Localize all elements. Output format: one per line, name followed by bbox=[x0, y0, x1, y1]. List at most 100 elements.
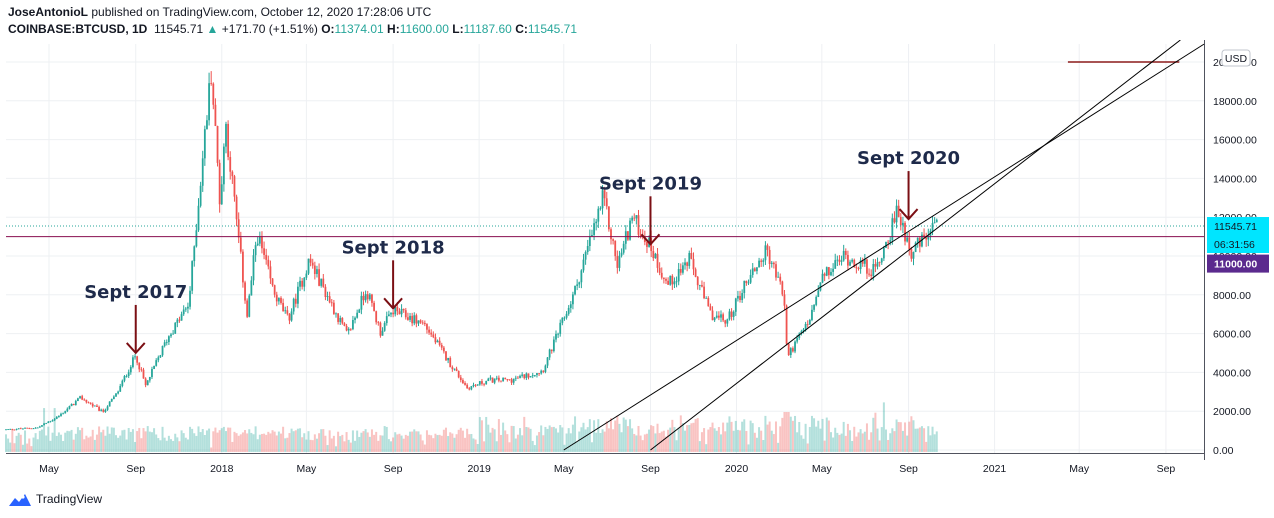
candle-body bbox=[125, 375, 128, 377]
candle-body bbox=[775, 264, 777, 278]
volume-bar bbox=[74, 433, 77, 452]
candle-body bbox=[840, 260, 843, 262]
candle-body bbox=[451, 367, 454, 370]
volume-bar bbox=[794, 415, 797, 452]
candle-body bbox=[49, 421, 52, 423]
currency-box bbox=[1221, 49, 1251, 67]
candle-body bbox=[375, 311, 378, 323]
volume-bar bbox=[825, 417, 828, 452]
volume-bar bbox=[563, 444, 566, 452]
volume-bar bbox=[849, 430, 852, 452]
symbol-name[interactable]: COINBASE:BTCUSD, 1D bbox=[8, 22, 148, 36]
volume-bar bbox=[36, 439, 39, 452]
candle-body bbox=[637, 215, 640, 235]
volume-bar bbox=[85, 435, 88, 452]
volume-bar bbox=[30, 446, 33, 452]
candle-body bbox=[313, 265, 316, 275]
volume-bar bbox=[789, 416, 792, 452]
candle-body bbox=[717, 315, 720, 318]
close-value: 11545.71 bbox=[527, 22, 578, 36]
volume-bar bbox=[576, 441, 579, 452]
candle-body bbox=[561, 317, 564, 323]
candle-body bbox=[502, 377, 505, 382]
volume-bar bbox=[586, 427, 589, 452]
volume-bar bbox=[554, 428, 557, 452]
volume-bar bbox=[203, 435, 206, 452]
annotation-label: Sept 2020 bbox=[857, 148, 960, 169]
candle-body bbox=[85, 399, 88, 403]
volume-bar bbox=[47, 426, 50, 452]
volume-bar bbox=[730, 421, 733, 452]
candle-body bbox=[96, 405, 98, 407]
candle-body bbox=[567, 307, 570, 314]
price-chart[interactable]: Sept 2017 Sept 2018 Sept 2019 Sept 2020 0.00… bbox=[0, 40, 1274, 488]
candle-body bbox=[620, 252, 623, 256]
volume-bar bbox=[356, 430, 359, 452]
author-name[interactable]: JoseAntonioL bbox=[8, 5, 88, 19]
volume-bar bbox=[208, 428, 211, 452]
candle-body bbox=[868, 273, 870, 275]
candle-body bbox=[662, 277, 665, 279]
volume-bar bbox=[157, 438, 160, 452]
volume-bar bbox=[453, 437, 456, 452]
volume-bar bbox=[385, 426, 388, 452]
volume-bar bbox=[432, 438, 435, 452]
volume-bar bbox=[155, 434, 158, 452]
candle-body bbox=[231, 171, 234, 177]
tradingview-branding[interactable]: TradingView bbox=[8, 491, 102, 507]
candle-body bbox=[24, 427, 26, 429]
candle-body bbox=[318, 269, 320, 286]
grid-lines bbox=[6, 44, 1204, 453]
volume-bar bbox=[870, 432, 873, 452]
candle-body bbox=[197, 205, 200, 231]
candle-body bbox=[104, 409, 107, 412]
volume-bar bbox=[853, 426, 856, 452]
candle-body bbox=[106, 406, 109, 410]
trend-channel bbox=[563, 40, 1205, 451]
candle-body bbox=[519, 375, 521, 378]
volume-bar bbox=[19, 434, 22, 452]
candle-body bbox=[849, 261, 851, 266]
candle-body bbox=[631, 217, 634, 221]
candle-body bbox=[588, 236, 591, 246]
candle-body bbox=[413, 315, 416, 324]
candle-body bbox=[383, 323, 386, 331]
volume-bar bbox=[861, 433, 864, 452]
candle-body bbox=[758, 260, 760, 268]
candle-body bbox=[360, 295, 363, 310]
candle-body bbox=[540, 370, 543, 374]
candle-body bbox=[527, 373, 530, 378]
candle-body bbox=[673, 281, 676, 285]
level-badge bbox=[1207, 254, 1269, 273]
volume-bar bbox=[764, 415, 767, 452]
volume-bar bbox=[654, 433, 657, 452]
candle-body bbox=[387, 314, 390, 317]
candle-body bbox=[529, 376, 532, 378]
volume-bar bbox=[91, 429, 94, 452]
volume-bar bbox=[320, 429, 323, 452]
candle-body bbox=[53, 418, 56, 421]
volume-bar bbox=[21, 444, 24, 452]
candle-body bbox=[658, 267, 661, 273]
volume-bar bbox=[641, 440, 644, 452]
volume-bar bbox=[402, 438, 405, 452]
candle-body bbox=[933, 222, 936, 224]
volume-bar bbox=[224, 431, 227, 452]
volume-bar bbox=[880, 427, 883, 452]
candle-body bbox=[741, 293, 744, 301]
candle-body bbox=[341, 317, 344, 324]
candle-body bbox=[825, 267, 828, 276]
candle-body bbox=[859, 260, 862, 270]
candle-body bbox=[483, 383, 485, 385]
volume-bar bbox=[244, 430, 247, 452]
volume-bar bbox=[741, 421, 744, 452]
candle-body bbox=[601, 190, 604, 209]
candle-body bbox=[203, 129, 206, 159]
volume-bar bbox=[79, 430, 82, 452]
volume-bar bbox=[409, 431, 412, 452]
volume-bar bbox=[597, 419, 600, 452]
volume-bar bbox=[176, 437, 179, 452]
candle-body bbox=[548, 349, 551, 358]
candle-body bbox=[777, 276, 780, 278]
candle-body bbox=[457, 371, 460, 378]
